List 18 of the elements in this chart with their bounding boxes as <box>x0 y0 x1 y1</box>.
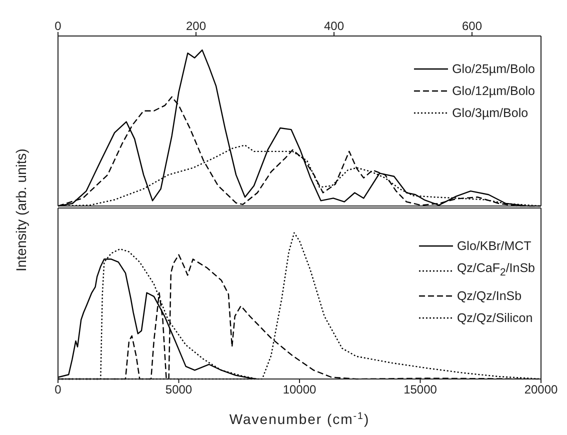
legend-label: Glo/3µm/Bolo <box>452 105 528 122</box>
x-tick-label: 15000 <box>404 382 438 397</box>
x-tick-label: 0 <box>54 19 62 33</box>
x-tick-label: 400 <box>324 19 344 33</box>
legend-label: Glo/KBr/MCT <box>456 238 532 255</box>
legend-label: Glo/12µm/Bolo <box>452 83 535 100</box>
x-tick-label: 0 <box>54 382 62 397</box>
x-tick-label: 200 <box>186 19 206 33</box>
legend-label: Qz/Qz/InSb <box>456 288 522 304</box>
y-axis-title: Intensity (arb. units) <box>13 148 29 272</box>
x-tick-label: 5000 <box>165 382 192 397</box>
legend-label: Qz/Qz/Silicon <box>456 310 533 326</box>
x-tick-label: 10000 <box>282 382 317 397</box>
legend-label: Glo/25µm/Bolo <box>452 61 535 78</box>
x-tick-label: 600 <box>462 19 482 33</box>
x-axis-title: Wavenumber (cm$^{-1}$) <box>229 410 370 427</box>
legend-label: Qz/CaF$_{2}$/InSb <box>456 260 535 280</box>
x-tick-label: 20000 <box>524 382 558 397</box>
